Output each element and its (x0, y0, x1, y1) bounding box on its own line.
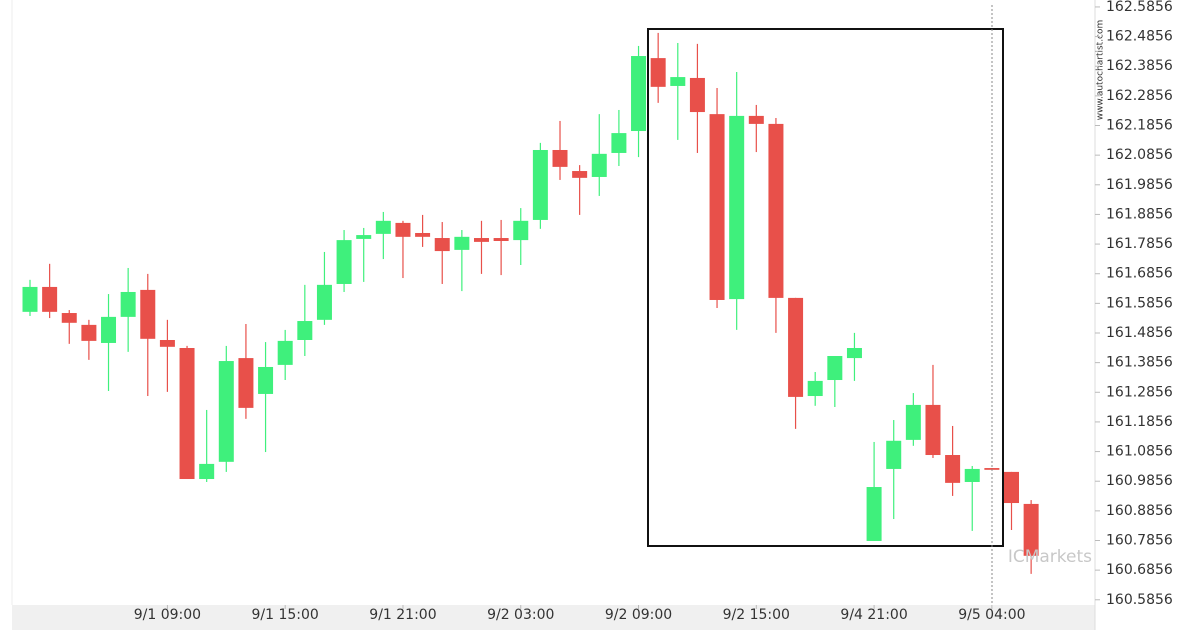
y-tick-label: 161.9856 (1106, 177, 1173, 193)
candle-body (493, 238, 509, 241)
candle-body (159, 339, 175, 347)
candle-body (415, 232, 431, 237)
candle-body (611, 133, 627, 153)
y-tick-label: 161.6856 (1106, 266, 1173, 282)
candle-body (1004, 471, 1019, 504)
candle-body (591, 153, 607, 177)
candle-body (395, 222, 411, 237)
x-axis-band (12, 605, 1095, 630)
x-tick-label: 9/2 09:00 (605, 607, 672, 623)
candle-body (866, 487, 882, 541)
candle-body (356, 235, 372, 239)
y-tick-label: 160.7856 (1106, 532, 1173, 548)
candle-body (631, 56, 647, 132)
plot-area (22, 32, 1039, 574)
y-tick-label: 161.1856 (1106, 414, 1173, 430)
candle-body (316, 284, 332, 320)
candle-body (886, 440, 902, 469)
x-tick-label: 9/4 21:00 (840, 607, 907, 623)
candle-body (120, 291, 136, 317)
candle-body (709, 114, 725, 300)
candle-body (650, 58, 666, 87)
candle-body (199, 463, 215, 480)
logo: ICMarkets (1008, 547, 1092, 567)
candle-body (375, 220, 391, 234)
candle-body (572, 171, 588, 178)
candle-body (42, 286, 58, 312)
candle-body (1023, 503, 1039, 556)
candle-body (61, 313, 77, 323)
pattern-box (647, 28, 1004, 547)
candle-body (179, 348, 195, 480)
watermark: www.autochartist.com (1096, 20, 1106, 121)
y-tick-label: 160.9856 (1106, 473, 1173, 489)
x-tick-label: 9/2 15:00 (723, 607, 790, 623)
x-tick-label: 9/5 04:00 (958, 607, 1025, 623)
y-tick-label: 162.3856 (1106, 58, 1173, 74)
candle-body (689, 77, 705, 113)
candle-body (846, 348, 862, 359)
candle-body (434, 238, 450, 252)
y-tick-label: 160.6856 (1106, 562, 1173, 578)
candle-body (473, 238, 489, 242)
candle-body (140, 289, 156, 339)
candle-body (81, 324, 97, 341)
candle-body (22, 286, 38, 312)
y-tick-label: 161.5856 (1106, 295, 1173, 311)
candle-body (670, 77, 686, 86)
candle-body (788, 297, 804, 397)
y-tick-label: 162.2856 (1106, 88, 1173, 104)
candle-body (729, 115, 745, 300)
candle-body (238, 358, 254, 408)
candle-body (513, 220, 529, 241)
x-tick-label: 9/1 09:00 (134, 607, 201, 623)
candle-body (984, 468, 1000, 470)
x-tick-label: 9/1 15:00 (252, 607, 319, 623)
candle-body (454, 236, 470, 250)
candle-body (218, 361, 234, 462)
candle-body (532, 149, 548, 220)
candle-body (552, 149, 568, 167)
candle-body (336, 240, 352, 284)
y-tick-label: 162.5856 (1106, 0, 1173, 15)
y-tick-label: 162.1856 (1106, 118, 1173, 134)
candle-body (277, 340, 293, 365)
y-tick-label: 161.4856 (1106, 325, 1173, 341)
candle-body (827, 356, 843, 381)
candle-body (964, 468, 980, 482)
candle-body (748, 115, 764, 124)
y-tick-label: 162.4856 (1106, 29, 1173, 45)
y-tick-label: 161.0856 (1106, 444, 1173, 460)
candle-body (807, 380, 823, 397)
y-tick-label: 162.0856 (1106, 147, 1173, 163)
candle-body (258, 366, 274, 394)
x-tick-label: 9/1 21:00 (369, 607, 436, 623)
candle-body (101, 316, 117, 343)
y-tick-label: 161.2856 (1106, 384, 1173, 400)
y-tick-label: 160.8856 (1106, 503, 1173, 519)
y-tick-label: 161.8856 (1106, 206, 1173, 222)
candle-body (945, 455, 961, 483)
y-tick-label: 161.7856 (1106, 236, 1173, 252)
candle-body (768, 123, 784, 298)
candle-body (925, 404, 941, 456)
y-tick-label: 160.5856 (1106, 592, 1173, 608)
candle-body (297, 321, 313, 340)
y-tick-label: 161.3856 (1106, 355, 1173, 371)
candle-body (905, 404, 921, 440)
x-tick-label: 9/2 03:00 (487, 607, 554, 623)
